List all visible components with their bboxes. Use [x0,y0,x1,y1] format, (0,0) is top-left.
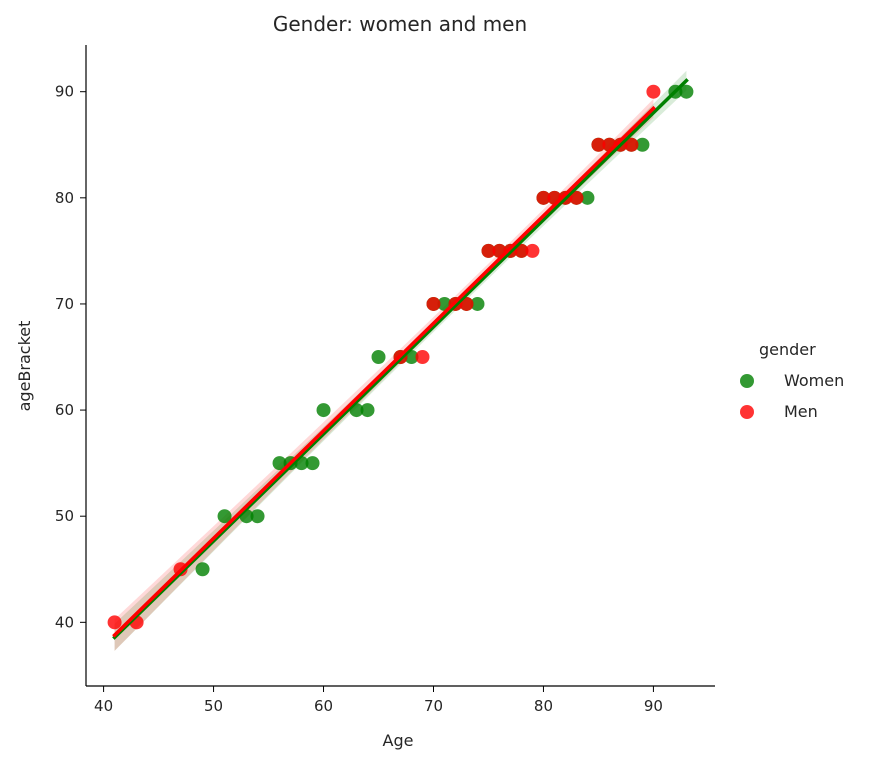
plot-area [107,70,694,651]
data-point-women [250,509,265,524]
x-tick-label: 70 [424,697,443,715]
data-point-men [591,137,606,152]
y-tick-label: 50 [55,507,74,525]
x-tick-label: 60 [314,697,333,715]
y-axis-label: ageBracket [15,321,34,412]
data-point-men [426,296,441,311]
legend-title: gender [759,340,816,359]
data-point-men [514,243,529,258]
data-point-men [624,137,639,152]
data-point-men [107,615,122,630]
y-tick-label: 90 [55,83,74,101]
data-point-women [635,137,650,152]
regression-line-men [112,105,656,638]
chart-title: Gender: women and men [273,12,527,36]
data-point-women [360,403,375,418]
y-tick-label: 70 [55,295,74,313]
x-tick-label: 50 [204,697,223,715]
legend: gender Women Men [740,340,844,421]
data-point-men [536,190,551,205]
data-point-women [679,84,694,99]
y-tick-label: 60 [55,401,74,419]
data-point-men [569,190,584,205]
data-point-women [470,296,485,311]
data-point-men [415,350,430,365]
y-axis-ticks: 40 50 60 70 80 90 [55,83,86,631]
data-point-women [305,456,320,471]
data-point-women [316,403,331,418]
y-tick-label: 80 [55,189,74,207]
data-point-men [525,243,540,258]
x-axis-label: Age [383,731,414,750]
data-point-women [580,190,595,205]
x-axis-ticks: 40 50 60 70 80 90 [94,686,663,715]
y-tick-label: 40 [55,613,74,631]
legend-marker-men [740,405,754,419]
data-point-women [195,562,210,577]
data-point-women [371,350,386,365]
legend-label-men: Men [784,402,818,421]
x-tick-label: 90 [644,697,663,715]
data-point-women [217,509,232,524]
legend-marker-women [740,374,754,388]
data-point-men [646,84,661,99]
data-point-women [272,456,287,471]
data-point-men [481,243,496,258]
x-tick-label: 40 [94,697,113,715]
regression-line-women [112,78,689,640]
legend-label-women: Women [784,371,844,390]
x-tick-label: 80 [534,697,553,715]
